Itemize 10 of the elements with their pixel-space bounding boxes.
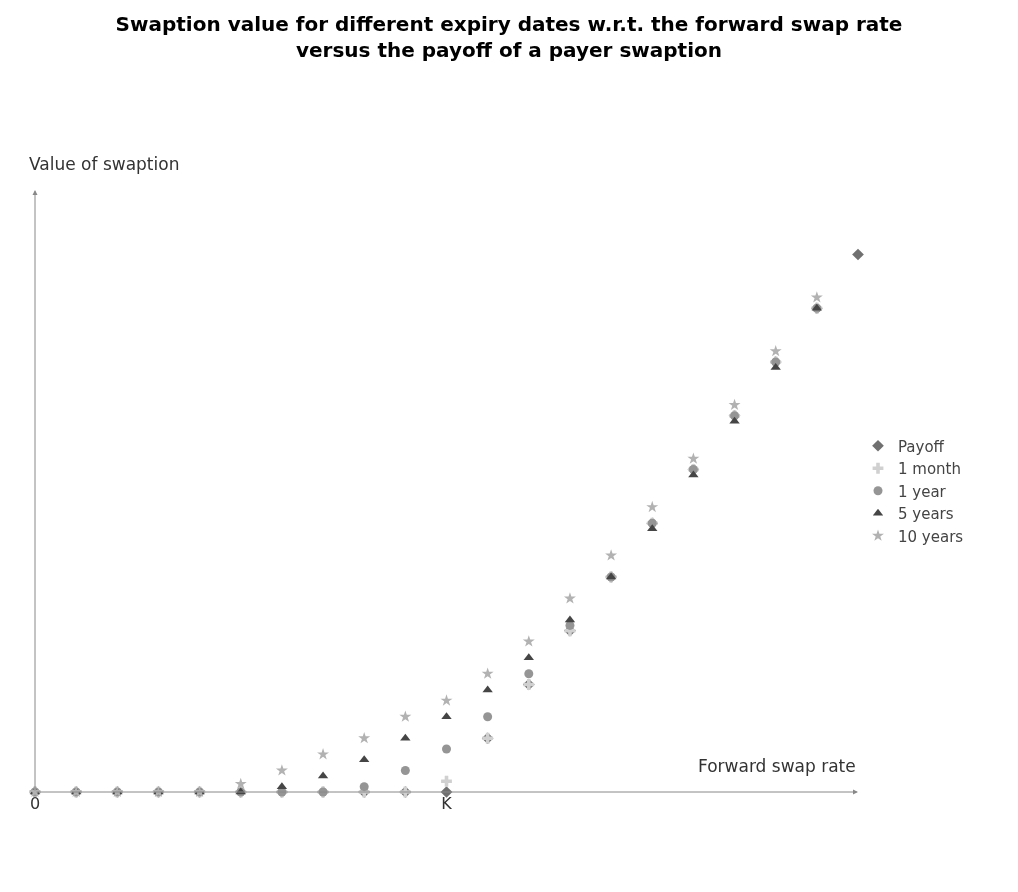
legend-label: 1 year (898, 482, 947, 501)
legend-label: Payoff (898, 437, 945, 456)
x-tick-label: 0 (29, 794, 41, 813)
legend-label: 10 years (898, 527, 964, 546)
x-axis-title: Forward swap rate (698, 756, 856, 776)
y-axis-title: Value of swaption (29, 154, 180, 174)
legend-label: 5 years (898, 505, 954, 524)
legend-label: 1 month (898, 460, 961, 479)
chart-title: Swaption value for different expiry dates w.r.t. the forward swap rate versus the payoff of a payer swaption (115, 12, 903, 63)
x-tick-label: K (441, 794, 453, 813)
